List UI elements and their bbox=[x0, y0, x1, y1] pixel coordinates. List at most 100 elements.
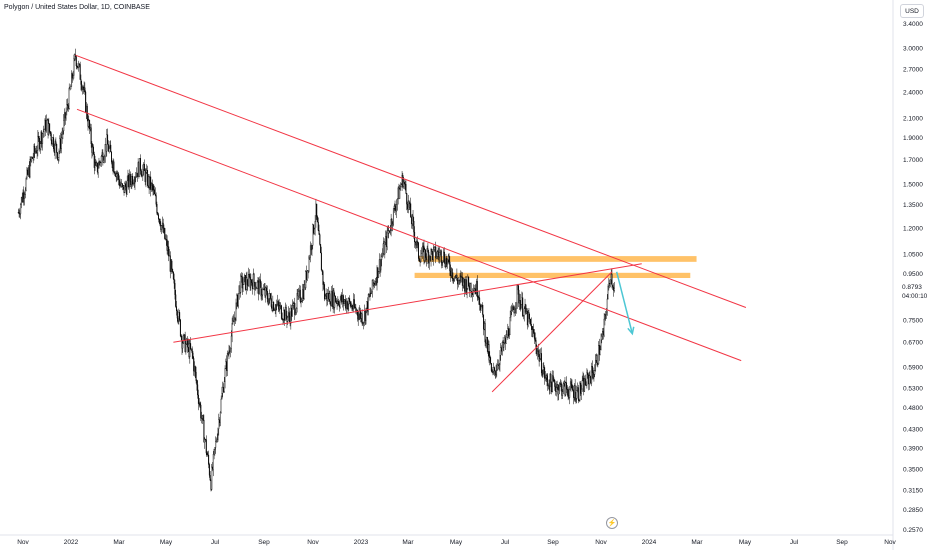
candle-body bbox=[44, 119, 46, 130]
candle-body bbox=[333, 290, 335, 308]
candle-body bbox=[517, 285, 519, 291]
trendlines[interactable] bbox=[75, 54, 747, 393]
candle-body bbox=[504, 337, 506, 343]
candle-body bbox=[293, 303, 295, 304]
candle-body bbox=[544, 377, 546, 379]
candle-body bbox=[488, 344, 490, 361]
candle-body bbox=[397, 187, 399, 200]
candle-body bbox=[402, 175, 404, 187]
candle-body bbox=[17, 212, 19, 214]
candle-body bbox=[28, 167, 30, 177]
price-tick-label: 3.4000 bbox=[903, 21, 923, 28]
time-axis[interactable]: Nov 2022 Mar May Jul Sep Nov 2023 Mar May Jul Sep No… bbox=[17, 539, 896, 546]
candle-body bbox=[337, 300, 339, 304]
candle-body bbox=[125, 186, 127, 195]
candle-body bbox=[528, 312, 530, 319]
candle-body bbox=[386, 230, 388, 247]
candle-body bbox=[380, 259, 382, 271]
candle-body bbox=[45, 120, 47, 132]
candle-body bbox=[208, 464, 210, 476]
candle-body bbox=[464, 282, 466, 292]
candle-body bbox=[92, 146, 94, 155]
candle-body bbox=[511, 306, 513, 311]
candle-body bbox=[559, 383, 561, 385]
candle-body bbox=[36, 150, 38, 154]
candle-body bbox=[204, 439, 206, 443]
price-tick-label: 0.7500 bbox=[903, 317, 923, 324]
candle-body bbox=[593, 374, 595, 379]
candle-body bbox=[43, 129, 45, 132]
candle-body bbox=[201, 415, 203, 419]
price-zones[interactable] bbox=[414, 256, 697, 279]
candle-body bbox=[244, 275, 246, 278]
candle-body bbox=[286, 315, 288, 322]
candle-body bbox=[308, 257, 310, 272]
candle-body bbox=[23, 192, 25, 199]
candle-body bbox=[555, 386, 557, 392]
candle-body bbox=[295, 312, 297, 315]
candle-body bbox=[459, 275, 461, 281]
candle-body bbox=[314, 221, 316, 230]
candle-body bbox=[496, 369, 498, 371]
candle-body bbox=[486, 336, 488, 352]
candle-body bbox=[148, 176, 150, 188]
candle-body bbox=[433, 247, 435, 250]
price-axis[interactable]: 3.4000 3.0000 2.7000 2.4000 2.1000 1.9000 1.70… bbox=[903, 21, 923, 534]
candle-body bbox=[325, 293, 327, 297]
projection-arrow[interactable] bbox=[615, 271, 635, 336]
time-tick-label: Nov bbox=[884, 539, 896, 546]
time-tick-label: Jul bbox=[211, 539, 220, 546]
candle-body bbox=[216, 439, 218, 442]
candle-body bbox=[134, 177, 136, 184]
candle-body bbox=[530, 323, 532, 327]
candle-body bbox=[299, 289, 301, 302]
candle-body bbox=[129, 173, 131, 182]
candle-body bbox=[480, 306, 482, 311]
candle-body bbox=[450, 268, 452, 277]
price-tick-label: 0.5900 bbox=[903, 364, 923, 371]
candle-body bbox=[398, 187, 400, 199]
candle-body bbox=[133, 182, 135, 184]
candle-body bbox=[107, 144, 109, 152]
candle-body bbox=[415, 242, 417, 246]
lightning-icon[interactable]: ⚡ bbox=[606, 517, 618, 529]
candle-body bbox=[418, 258, 420, 261]
candle-body bbox=[116, 173, 118, 176]
candle-body bbox=[35, 150, 37, 153]
candle-body bbox=[253, 273, 255, 283]
candle-body bbox=[597, 363, 599, 365]
candle-body bbox=[277, 301, 279, 306]
candle-body bbox=[330, 304, 332, 307]
candle-body bbox=[532, 329, 534, 337]
price-tick-label: 0.3900 bbox=[903, 445, 923, 452]
candle-body bbox=[201, 418, 203, 419]
candle-body bbox=[245, 277, 247, 290]
time-tick-label: Nov bbox=[595, 539, 607, 546]
candle-body bbox=[367, 294, 369, 312]
candle-body bbox=[376, 267, 378, 285]
candle-body bbox=[602, 331, 604, 336]
candle-body bbox=[147, 170, 149, 186]
candle-body bbox=[482, 304, 484, 315]
candle-body bbox=[378, 259, 380, 272]
candle-body bbox=[41, 132, 43, 144]
candle-body bbox=[338, 304, 340, 308]
candle-body bbox=[56, 152, 58, 160]
currency-button[interactable]: USD bbox=[900, 4, 924, 18]
candle-body bbox=[72, 75, 74, 79]
candle-body bbox=[316, 216, 318, 223]
candle-body bbox=[595, 360, 597, 371]
candle-body bbox=[188, 343, 190, 358]
candle-body bbox=[310, 245, 312, 251]
candle-body bbox=[210, 479, 212, 490]
candle-body bbox=[229, 350, 231, 352]
candle-body bbox=[297, 293, 299, 297]
candle-body bbox=[143, 164, 145, 171]
candle-body bbox=[302, 289, 304, 300]
candle-body bbox=[379, 259, 381, 271]
candle-body bbox=[533, 332, 535, 339]
candle-body bbox=[421, 246, 423, 254]
candle-body bbox=[363, 322, 365, 324]
candle-body bbox=[361, 313, 363, 324]
